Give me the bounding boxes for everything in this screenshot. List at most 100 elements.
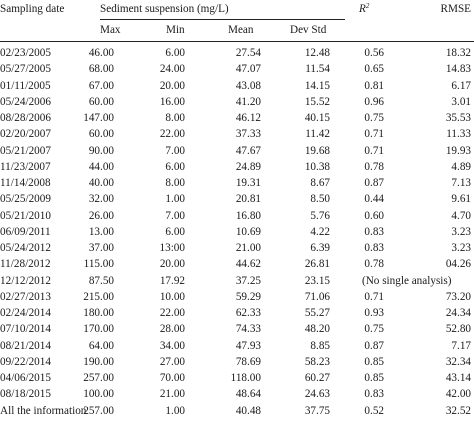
cell-rmse: 3.23 bbox=[451, 225, 471, 238]
cell-min: 28.00 bbox=[159, 323, 185, 336]
cell-r2: 0.71 bbox=[364, 144, 384, 157]
cell-mean: 78.69 bbox=[235, 355, 261, 368]
cell-rmse: 3.01 bbox=[451, 95, 471, 108]
header-max: Max bbox=[100, 24, 121, 36]
cell-mean: 20.81 bbox=[235, 193, 261, 206]
cell-r2: 0.85 bbox=[364, 372, 384, 384]
cell-mean: 16.80 bbox=[235, 209, 261, 222]
cell-min: 20.00 bbox=[159, 79, 185, 92]
cell-r2: 0.75 bbox=[364, 323, 384, 336]
cell-dev-std: 6.39 bbox=[310, 242, 330, 254]
cell-rmse: 3.23 bbox=[451, 242, 471, 254]
cell-min: 16.00 bbox=[159, 95, 185, 108]
cell-dev-std: 24.63 bbox=[304, 388, 330, 401]
cell-dev-std: 26.81 bbox=[304, 258, 330, 271]
cell-sampling-date: 08/28/2006 bbox=[0, 112, 51, 124]
cell-r2: 0.65 bbox=[364, 63, 384, 76]
header-dev-std: Dev Std bbox=[290, 24, 327, 36]
header-min: Min bbox=[166, 24, 185, 36]
cell-min: 22.00 bbox=[159, 128, 185, 141]
header-r2: R2 bbox=[359, 2, 370, 16]
cell-dev-std: 12.48 bbox=[304, 47, 330, 59]
header-rule-group bbox=[100, 19, 345, 20]
cell-rmse: 04.26 bbox=[445, 258, 471, 271]
cell-max: 90.00 bbox=[88, 144, 114, 157]
cell-sampling-date: 02/24/2014 bbox=[0, 307, 51, 319]
cell-dev-std: 55.27 bbox=[304, 307, 330, 319]
cell-rmse: 6.17 bbox=[451, 79, 471, 92]
cell-min: 27.00 bbox=[159, 355, 185, 368]
cell-sampling-date: 05/25/2009 bbox=[0, 193, 51, 206]
cell-r2: 0.44 bbox=[364, 193, 384, 206]
cell-sampling-date: 07/10/2014 bbox=[0, 323, 51, 336]
cell-min: 10.00 bbox=[159, 290, 185, 303]
cell-max: 115.00 bbox=[83, 258, 114, 271]
cell-sampling-date: 01/11/2005 bbox=[0, 79, 51, 92]
cell-max: 190.00 bbox=[83, 355, 114, 368]
cell-sampling-date: 02/23/2005 bbox=[0, 47, 51, 59]
cell-max: 44.00 bbox=[88, 160, 114, 173]
cell-mean: 43.08 bbox=[235, 79, 261, 92]
cell-sampling-date: 12/12/2012 bbox=[0, 274, 51, 287]
cell-r2: 0.56 bbox=[364, 47, 384, 59]
cell-mean: 37.25 bbox=[235, 274, 261, 287]
cell-r2: 0.83 bbox=[364, 225, 384, 238]
cell-r2: 0.75 bbox=[364, 112, 384, 124]
cell-mean: 118.00 bbox=[230, 372, 261, 384]
cell-min: 8.00 bbox=[165, 112, 185, 124]
cell-sampling-date: 05/21/2007 bbox=[0, 144, 51, 157]
cell-note: (No single analysis) bbox=[362, 274, 452, 287]
cell-mean: 41.20 bbox=[235, 95, 261, 108]
cell-max: 215.00 bbox=[83, 290, 114, 303]
cell-mean: 27.54 bbox=[235, 47, 261, 59]
cell-dev-std: 37.75 bbox=[304, 404, 330, 417]
cell-sampling-date: 11/28/2012 bbox=[0, 258, 51, 271]
cell-rmse: 18.32 bbox=[445, 47, 471, 59]
cell-max: 257.00 bbox=[83, 404, 114, 417]
cell-r2: 0.93 bbox=[364, 307, 384, 319]
cell-r2: 0.85 bbox=[364, 355, 384, 368]
cell-rmse: 32.52 bbox=[445, 404, 471, 417]
cell-mean: 47.67 bbox=[235, 144, 261, 157]
cell-max: 257.00 bbox=[83, 372, 114, 384]
cell-r2: 0.87 bbox=[364, 177, 384, 189]
cell-sampling-date: 11/23/2007 bbox=[0, 160, 51, 173]
cell-sampling-date: 09/22/2014 bbox=[0, 355, 51, 368]
cell-rmse: 9.61 bbox=[451, 193, 471, 206]
cell-max: 40.00 bbox=[88, 177, 114, 189]
cell-mean: 37.33 bbox=[235, 128, 261, 141]
cell-mean: 24.89 bbox=[235, 160, 261, 173]
cell-mean: 46.12 bbox=[235, 112, 261, 124]
header-rmse: RMSE bbox=[440, 3, 471, 15]
cell-min: 70.00 bbox=[159, 372, 185, 384]
cell-mean: 21.00 bbox=[235, 242, 261, 254]
cell-min: 8.00 bbox=[165, 177, 185, 189]
cell-mean: 47.07 bbox=[235, 63, 261, 76]
cell-sampling-date: 05/21/2010 bbox=[0, 209, 51, 222]
cell-dev-std: 10.38 bbox=[304, 160, 330, 173]
cell-sampling-date: 02/20/2007 bbox=[0, 128, 51, 141]
cell-max: 13.00 bbox=[88, 225, 114, 238]
cell-max: 60.00 bbox=[88, 95, 114, 108]
cell-sampling-date: 08/21/2014 bbox=[0, 339, 51, 352]
cell-rmse: 73.20 bbox=[445, 290, 471, 303]
cell-dev-std: 8.50 bbox=[310, 193, 330, 206]
cell-dev-std: 5.76 bbox=[310, 209, 330, 222]
cell-r2: 0.87 bbox=[364, 339, 384, 352]
cell-r2: 0.71 bbox=[364, 290, 384, 303]
cell-dev-std: 71.06 bbox=[304, 290, 330, 303]
cell-r2: 0.71 bbox=[364, 128, 384, 141]
cell-rmse: 14.83 bbox=[445, 63, 471, 76]
cell-dev-std: 4.22 bbox=[310, 225, 330, 238]
cell-dev-std: 23.15 bbox=[304, 274, 330, 287]
cell-sampling-date: 08/18/2015 bbox=[0, 388, 51, 401]
cell-max: 170.00 bbox=[83, 323, 114, 336]
cell-min: 6.00 bbox=[165, 160, 185, 173]
cell-rmse: 4.70 bbox=[451, 209, 471, 222]
cell-rmse: 43.14 bbox=[445, 372, 471, 384]
cell-rmse: 19.93 bbox=[445, 144, 471, 157]
cell-mean: 47.93 bbox=[235, 339, 261, 352]
cell-mean: 40.48 bbox=[235, 404, 261, 417]
cell-min: 6.00 bbox=[165, 225, 185, 238]
